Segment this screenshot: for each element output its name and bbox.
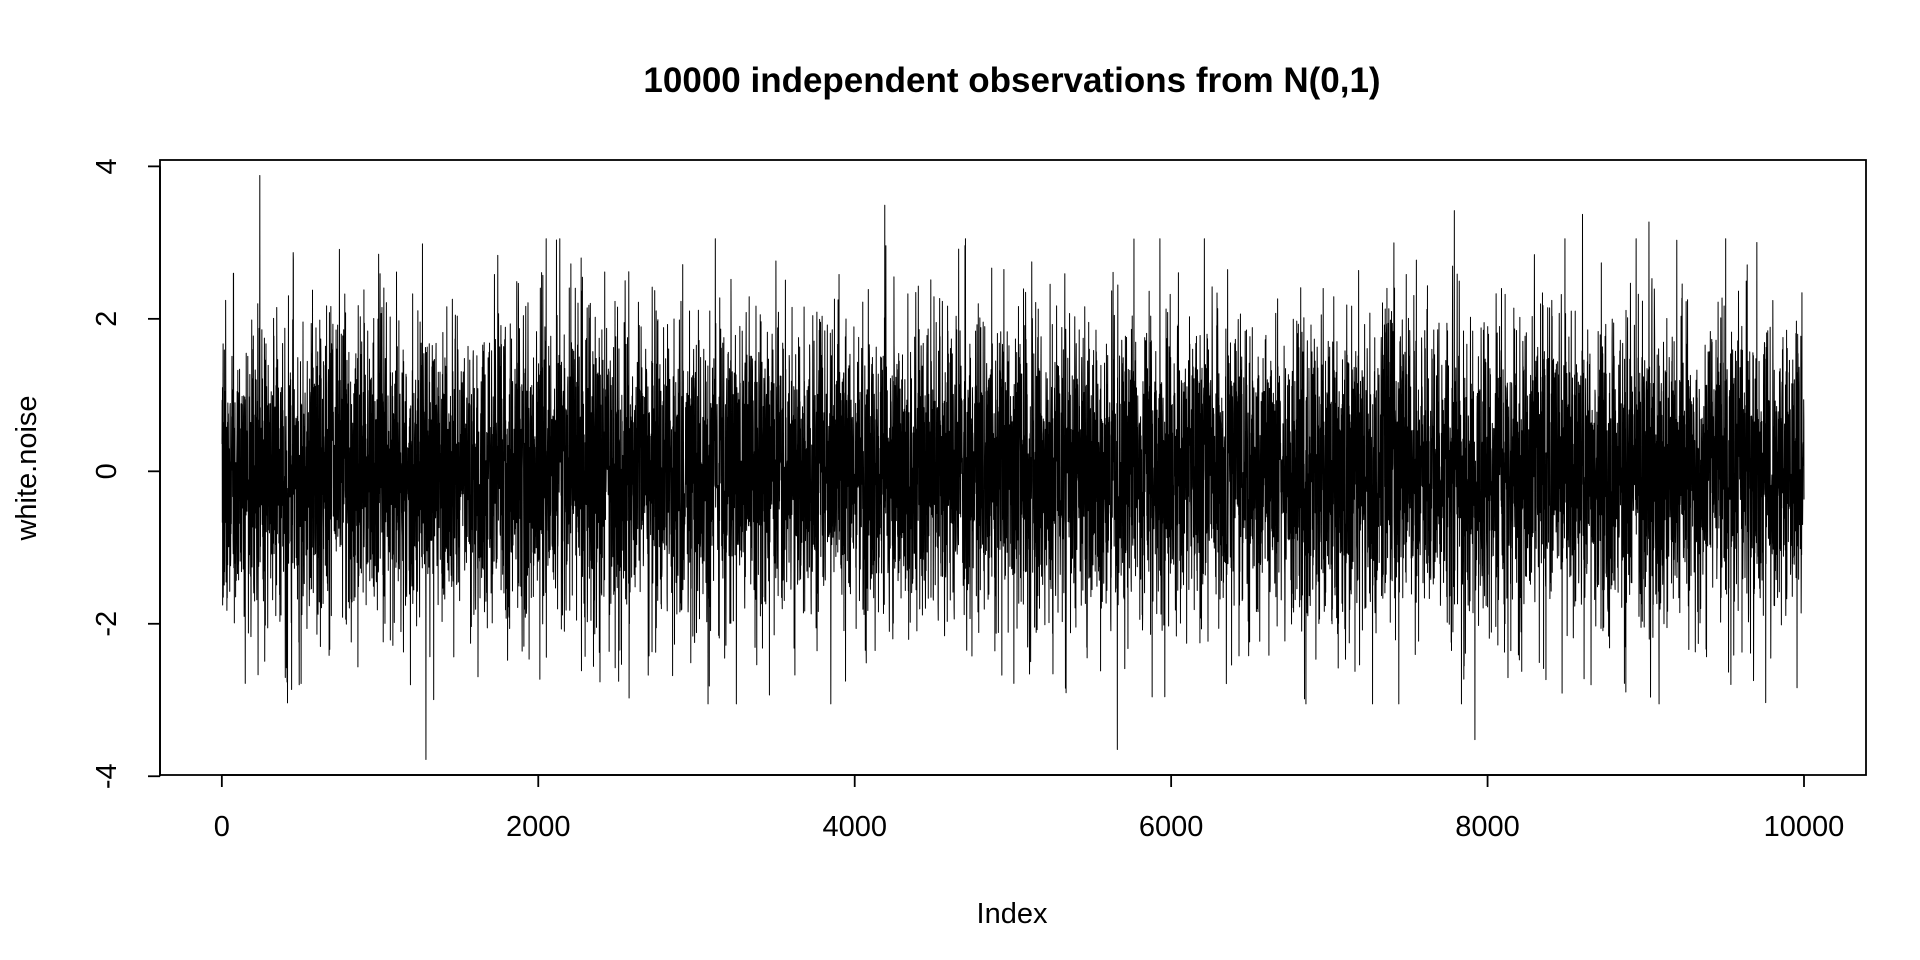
y-tick-label: 4 (91, 158, 123, 174)
y-axis: -4 -2 0 2 4 (91, 158, 161, 789)
y-tick-label: 2 (91, 311, 123, 327)
x-tick-label: 10000 (1764, 811, 1845, 843)
series-group (221, 175, 1805, 760)
x-tick-label: 0 (214, 811, 230, 843)
y-tick-label: -4 (91, 763, 123, 789)
x-tick-label: 4000 (822, 811, 887, 843)
chart-title: 10000 independent observations from N(0,… (643, 61, 1380, 100)
y-tick-label: -2 (91, 611, 123, 637)
x-axis-label: Index (977, 898, 1048, 930)
x-axis: 0 2000 4000 6000 8000 10000 (214, 774, 1845, 843)
x-tick-label: 6000 (1139, 811, 1204, 843)
y-axis-label: white.noise (11, 395, 43, 541)
x-tick-label: 2000 (506, 811, 571, 843)
y-tick-label: 0 (91, 463, 123, 479)
series-line-white-noise (221, 175, 1805, 760)
x-tick-label: 8000 (1455, 811, 1520, 843)
